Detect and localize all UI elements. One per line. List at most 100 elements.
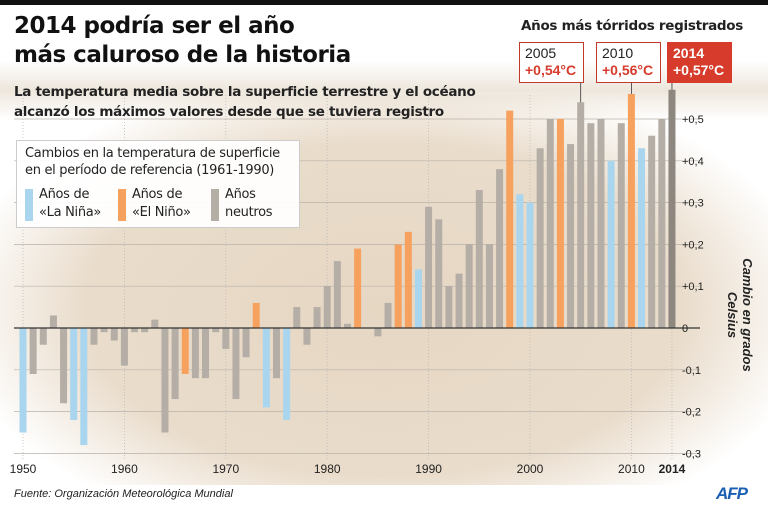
legend-label: Años de (132, 187, 183, 202)
bar-1958 (100, 328, 108, 333)
hottest-years-title: Años más tórridos registrados (521, 18, 743, 34)
y-tick-label: +0,3 (682, 198, 704, 210)
bar-2008 (607, 160, 615, 328)
x-tick-label: 2000 (517, 462, 544, 476)
y-tick-label: -0,1 (682, 365, 701, 377)
callout-2005: 2005 +0,54°C (519, 42, 584, 83)
bar-1971 (232, 328, 240, 400)
callout-value: +0,56°C (602, 62, 654, 78)
bar-1969 (212, 328, 220, 333)
legend-swatch (211, 189, 219, 221)
bar-1955 (70, 328, 78, 420)
legend-item-la-nina: Años de «La Niña» (25, 186, 102, 222)
bar-1972 (242, 328, 250, 358)
legend-swatch (118, 189, 126, 221)
x-tick-label: 1970 (212, 462, 239, 476)
bar-2002 (546, 119, 554, 328)
bar-1964 (161, 328, 169, 433)
bar-1979 (313, 307, 321, 328)
bar-2014 (668, 89, 676, 329)
bar-2007 (597, 119, 605, 328)
subtitle-line-1: La temperatura media sobre la superficie… (14, 84, 476, 100)
legend-label: «La Niña» (39, 205, 102, 220)
bar-1992 (445, 286, 453, 328)
legend-title-1: Cambios en la temperatura de superficie (25, 146, 280, 161)
callout-year: 2005 (525, 45, 557, 61)
legend-label: neutros (225, 205, 273, 220)
y-axis-title: Cambio en grados Celsius (725, 258, 755, 372)
legend-swatch (25, 189, 33, 221)
bar-1950 (19, 328, 27, 433)
bar-2004 (567, 144, 575, 328)
bar-1986 (384, 302, 392, 328)
bar-2005 (577, 102, 585, 328)
bar-2012 (648, 135, 656, 328)
bar-1991 (435, 219, 443, 328)
bar-1978 (303, 328, 311, 345)
x-tick-label: 2010 (618, 462, 645, 476)
bar-1961 (131, 328, 139, 333)
afp-logo: AFP (716, 484, 748, 503)
bar-1951 (29, 328, 37, 374)
callout-value: +0,57°C (673, 62, 725, 78)
bar-1963 (151, 319, 159, 328)
y-tick-label: 0 (682, 323, 688, 335)
y-tick-label: -0,3 (682, 448, 701, 460)
bar-2011 (638, 148, 646, 328)
callout-2014: 2014 +0,57°C (667, 42, 732, 83)
x-tick-label: 1990 (415, 462, 442, 476)
bar-1990 (425, 206, 433, 328)
bar-1962 (141, 328, 149, 333)
legend-item-neutral: Años neutros (211, 186, 273, 222)
bar-1974 (262, 328, 270, 408)
bar-1988 (404, 231, 412, 328)
y-tick-label: -0,2 (682, 407, 701, 419)
x-tick-label: 1980 (314, 462, 341, 476)
bar-1960 (120, 328, 128, 366)
x-tick-label: 1950 (10, 462, 37, 476)
bar-1977 (293, 307, 301, 328)
legend-label: Años (225, 187, 256, 202)
bar-1954 (60, 328, 68, 404)
bar-1996 (485, 244, 493, 328)
bar-1999 (516, 194, 524, 328)
bar-1952 (39, 328, 47, 345)
bar-1966 (181, 328, 189, 374)
legend-title-2: en el período de referencia (1961-1990) (25, 163, 275, 178)
bar-1967 (191, 328, 199, 379)
bar-1957 (90, 328, 98, 345)
callout-year: 2010 (602, 45, 634, 61)
bar-1995 (475, 190, 483, 328)
bar-1975 (273, 328, 280, 379)
callout-year: 2014 (673, 45, 705, 61)
bar-2010 (627, 93, 635, 328)
source-note: Fuente: Organización Meteorológica Mundi… (14, 488, 233, 500)
bar-2001 (536, 148, 544, 328)
title-line-2: más caluroso de la historia (14, 42, 351, 68)
bar-2003 (556, 119, 564, 328)
bar-1968 (202, 328, 210, 379)
page-title: 2014 podría ser el año más caluroso de la… (14, 12, 351, 70)
bar-2009 (617, 123, 625, 329)
x-tick-label: 1960 (111, 462, 138, 476)
legend-item-el-nino: Años de «El Niño» (118, 186, 191, 222)
bar-1989 (414, 269, 422, 328)
bar-2000 (526, 202, 534, 328)
legend-label: «El Niño» (132, 205, 191, 220)
legend: Cambios en la temperatura de superficie … (16, 140, 300, 228)
bar-1982 (343, 323, 351, 328)
bar-1959 (110, 328, 118, 341)
bar-2013 (658, 119, 666, 328)
bar-1980 (323, 286, 331, 328)
callout-value: +0,54°C (525, 62, 577, 78)
y-tick-label: +0,2 (682, 239, 704, 251)
bar-1976 (283, 328, 291, 420)
y-tick-label: +0,1 (682, 281, 704, 293)
legend-label: Años de (39, 187, 90, 202)
bar-1997 (496, 169, 504, 328)
top-bar (0, 0, 768, 5)
bar-1970 (222, 328, 230, 349)
title-line-1: 2014 podría ser el año (14, 13, 295, 39)
bar-1956 (80, 328, 88, 446)
bar-1998 (506, 110, 514, 328)
